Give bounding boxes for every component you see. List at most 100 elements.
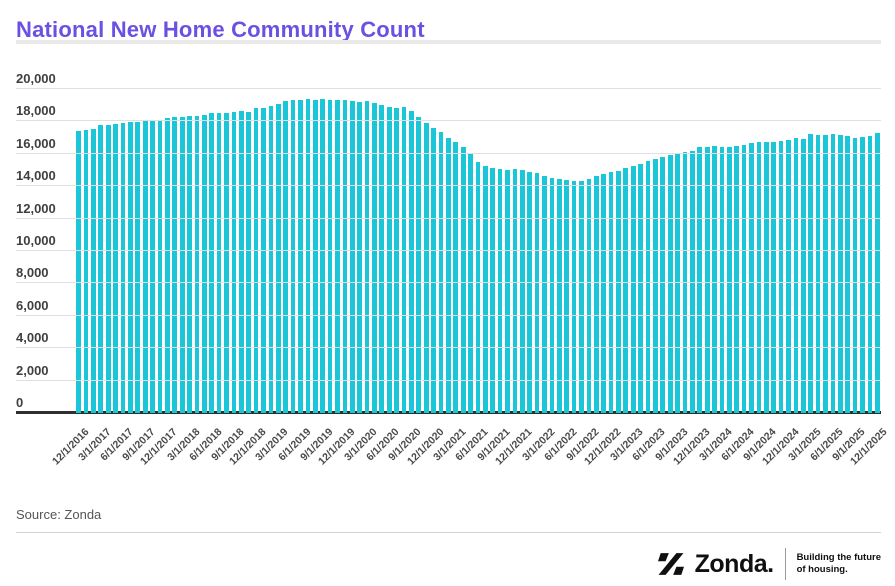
chart-bar[interactable] [734, 145, 740, 413]
chart-bar[interactable] [534, 173, 540, 413]
chart-bar[interactable] [335, 100, 340, 413]
chart-bar[interactable] [616, 170, 621, 413]
chart-bar[interactable] [238, 110, 244, 413]
chart-bar[interactable] [837, 135, 843, 413]
chart-bar[interactable] [275, 103, 281, 413]
chart-bar[interactable] [697, 147, 703, 413]
chart-bar[interactable] [113, 123, 118, 413]
chart-bar[interactable] [224, 113, 229, 413]
chart-bar[interactable] [105, 124, 111, 413]
chart-bar[interactable] [379, 105, 385, 413]
chart-bar[interactable] [505, 170, 510, 413]
chart-bar[interactable] [305, 98, 311, 413]
chart-bar[interactable] [76, 131, 81, 413]
chart-bar[interactable] [593, 176, 599, 413]
chart-bar[interactable] [741, 144, 747, 413]
chart-bar[interactable] [172, 117, 178, 413]
chart-bar[interactable] [490, 168, 496, 413]
chart-bar[interactable] [394, 107, 399, 413]
chart-bar[interactable] [283, 101, 289, 413]
chart-bar[interactable] [778, 140, 784, 413]
chart-bar[interactable] [290, 100, 296, 413]
chart-bar[interactable] [852, 137, 858, 413]
chart-bar[interactable] [453, 141, 459, 413]
chart-bar[interactable] [800, 139, 806, 413]
chart-bar[interactable] [364, 101, 370, 413]
chart-bar[interactable] [157, 119, 163, 413]
chart-bar[interactable] [793, 138, 799, 413]
chart-bar[interactable] [704, 146, 710, 413]
chart-bar[interactable] [253, 108, 259, 413]
chart-bar[interactable] [564, 180, 570, 413]
chart-bar[interactable] [261, 107, 266, 413]
chart-bar[interactable] [268, 106, 274, 413]
chart-bar[interactable] [519, 170, 525, 413]
chart-bar[interactable] [460, 146, 466, 413]
chart-bar[interactable] [786, 140, 791, 413]
chart-bar[interactable] [823, 135, 828, 413]
chart-bar[interactable] [586, 178, 592, 413]
chart-bar[interactable] [556, 178, 562, 413]
chart-bar[interactable] [527, 171, 533, 413]
chart-bar[interactable] [690, 151, 695, 413]
chart-bar[interactable] [549, 178, 555, 413]
chart-bar[interactable] [372, 102, 377, 413]
chart-bar[interactable] [216, 112, 222, 413]
chart-bar[interactable] [497, 169, 503, 413]
chart-bar[interactable] [475, 161, 481, 413]
chart-bar[interactable] [194, 115, 200, 413]
chart-bar[interactable] [150, 120, 155, 413]
chart-bar[interactable] [712, 145, 717, 413]
chart-bar[interactable] [608, 171, 614, 413]
chart-bar[interactable] [512, 169, 518, 413]
chart-bar[interactable] [438, 131, 444, 413]
chart-bar[interactable] [749, 143, 754, 413]
chart-bar[interactable] [83, 130, 89, 413]
chart-bar[interactable] [660, 156, 666, 413]
chart-bar[interactable] [209, 113, 215, 413]
chart-bar[interactable] [808, 134, 814, 413]
chart-bar[interactable] [187, 115, 192, 413]
chart-bar[interactable] [386, 106, 392, 413]
chart-bar[interactable] [142, 121, 148, 413]
chart-bar[interactable] [815, 135, 821, 413]
chart-bar[interactable] [135, 122, 141, 413]
chart-bar[interactable] [763, 141, 769, 413]
chart-bar[interactable] [756, 142, 762, 413]
chart-bar[interactable] [128, 122, 133, 413]
chart-bar[interactable] [202, 114, 207, 413]
chart-bar[interactable] [298, 99, 303, 413]
chart-bar[interactable] [312, 99, 318, 413]
chart-bar[interactable] [98, 125, 104, 413]
chart-bar[interactable] [179, 116, 185, 413]
chart-bar[interactable] [830, 134, 836, 413]
chart-bar[interactable] [327, 99, 333, 413]
chart-bar[interactable] [482, 165, 488, 413]
chart-bar[interactable] [416, 116, 422, 413]
chart-bar[interactable] [845, 135, 850, 413]
chart-bar[interactable] [423, 123, 429, 413]
chart-bar[interactable] [542, 175, 547, 413]
chart-bar[interactable] [231, 111, 237, 413]
chart-bar[interactable] [320, 98, 325, 413]
chart-bar[interactable] [653, 158, 658, 413]
chart-bar[interactable] [630, 165, 636, 413]
chart-bar[interactable] [867, 135, 873, 413]
chart-bar[interactable] [579, 180, 584, 413]
chart-bar[interactable] [623, 168, 629, 413]
chart-bar[interactable] [727, 146, 732, 413]
chart-bar[interactable] [645, 161, 651, 413]
chart-bar[interactable] [874, 132, 880, 413]
chart-bar[interactable] [638, 163, 643, 413]
chart-bar[interactable] [601, 174, 606, 413]
chart-bar[interactable] [357, 101, 362, 413]
chart-bar[interactable] [409, 110, 414, 413]
chart-bar[interactable] [349, 101, 355, 413]
chart-bar[interactable] [246, 111, 252, 413]
chart-bar[interactable] [667, 154, 673, 413]
chart-bar[interactable] [91, 128, 96, 413]
chart-bar[interactable] [120, 123, 126, 413]
chart-bar[interactable] [860, 136, 865, 413]
chart-bar[interactable] [342, 100, 348, 413]
chart-bar[interactable] [401, 106, 407, 413]
